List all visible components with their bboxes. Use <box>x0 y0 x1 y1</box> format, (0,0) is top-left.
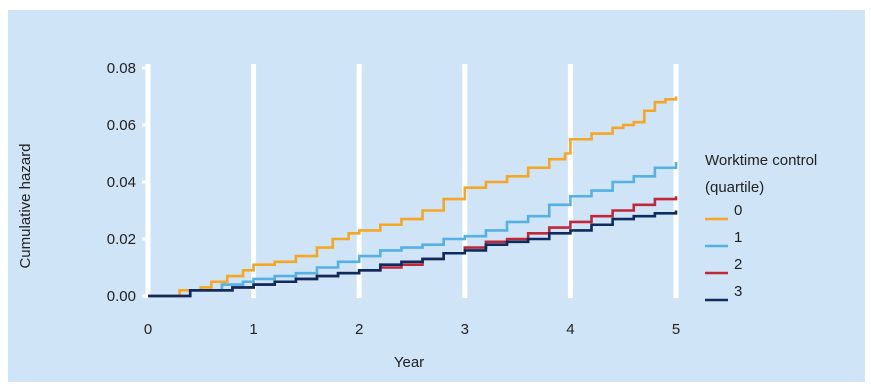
hazard-chart: 0.00 0.02 0.04 0.06 0.08 0 1 2 3 4 5 Cumulative h… <box>17 60 817 371</box>
chart-panel: 0.00 0.02 0.04 0.06 0.08 0 1 2 3 4 5 Cumulative h… <box>8 10 865 382</box>
y-tick-label: 0.04 <box>107 174 136 191</box>
legend-label-1: 1 <box>734 229 742 246</box>
legend: Worktime control (quartile) 0 1 2 3 <box>705 152 817 302</box>
x-tick-label: 5 <box>672 321 680 338</box>
x-axis-title: Year <box>394 354 424 371</box>
y-axis-title: Cumulative hazard <box>17 143 34 268</box>
legend-label-2: 2 <box>734 256 742 273</box>
legend-label-0: 0 <box>734 202 742 219</box>
series-line-1 <box>148 162 678 298</box>
y-tick-label: 0.02 <box>107 231 136 248</box>
y-tick-label: 0.08 <box>107 60 136 77</box>
x-tick-label: 4 <box>566 321 574 338</box>
y-axis: 0.00 0.02 0.04 0.06 0.08 <box>107 60 151 305</box>
legend-label-3: 3 <box>734 283 742 300</box>
series-lines <box>148 96 678 298</box>
series-line-0 <box>148 96 678 298</box>
y-tick-label: 0.00 <box>107 288 136 305</box>
x-tick-label: 3 <box>461 321 469 338</box>
y-tick-label: 0.06 <box>107 117 136 134</box>
legend-title-line2: (quartile) <box>705 179 764 196</box>
x-axis: 0 1 2 3 4 5 <box>144 321 680 338</box>
legend-title-line1: Worktime control <box>705 152 817 169</box>
legend-items: 0 1 2 3 <box>705 202 742 302</box>
series-line-3 <box>148 210 678 298</box>
x-tick-label: 1 <box>249 321 257 338</box>
x-tick-label: 0 <box>144 321 152 338</box>
x-tick-label: 2 <box>355 321 363 338</box>
